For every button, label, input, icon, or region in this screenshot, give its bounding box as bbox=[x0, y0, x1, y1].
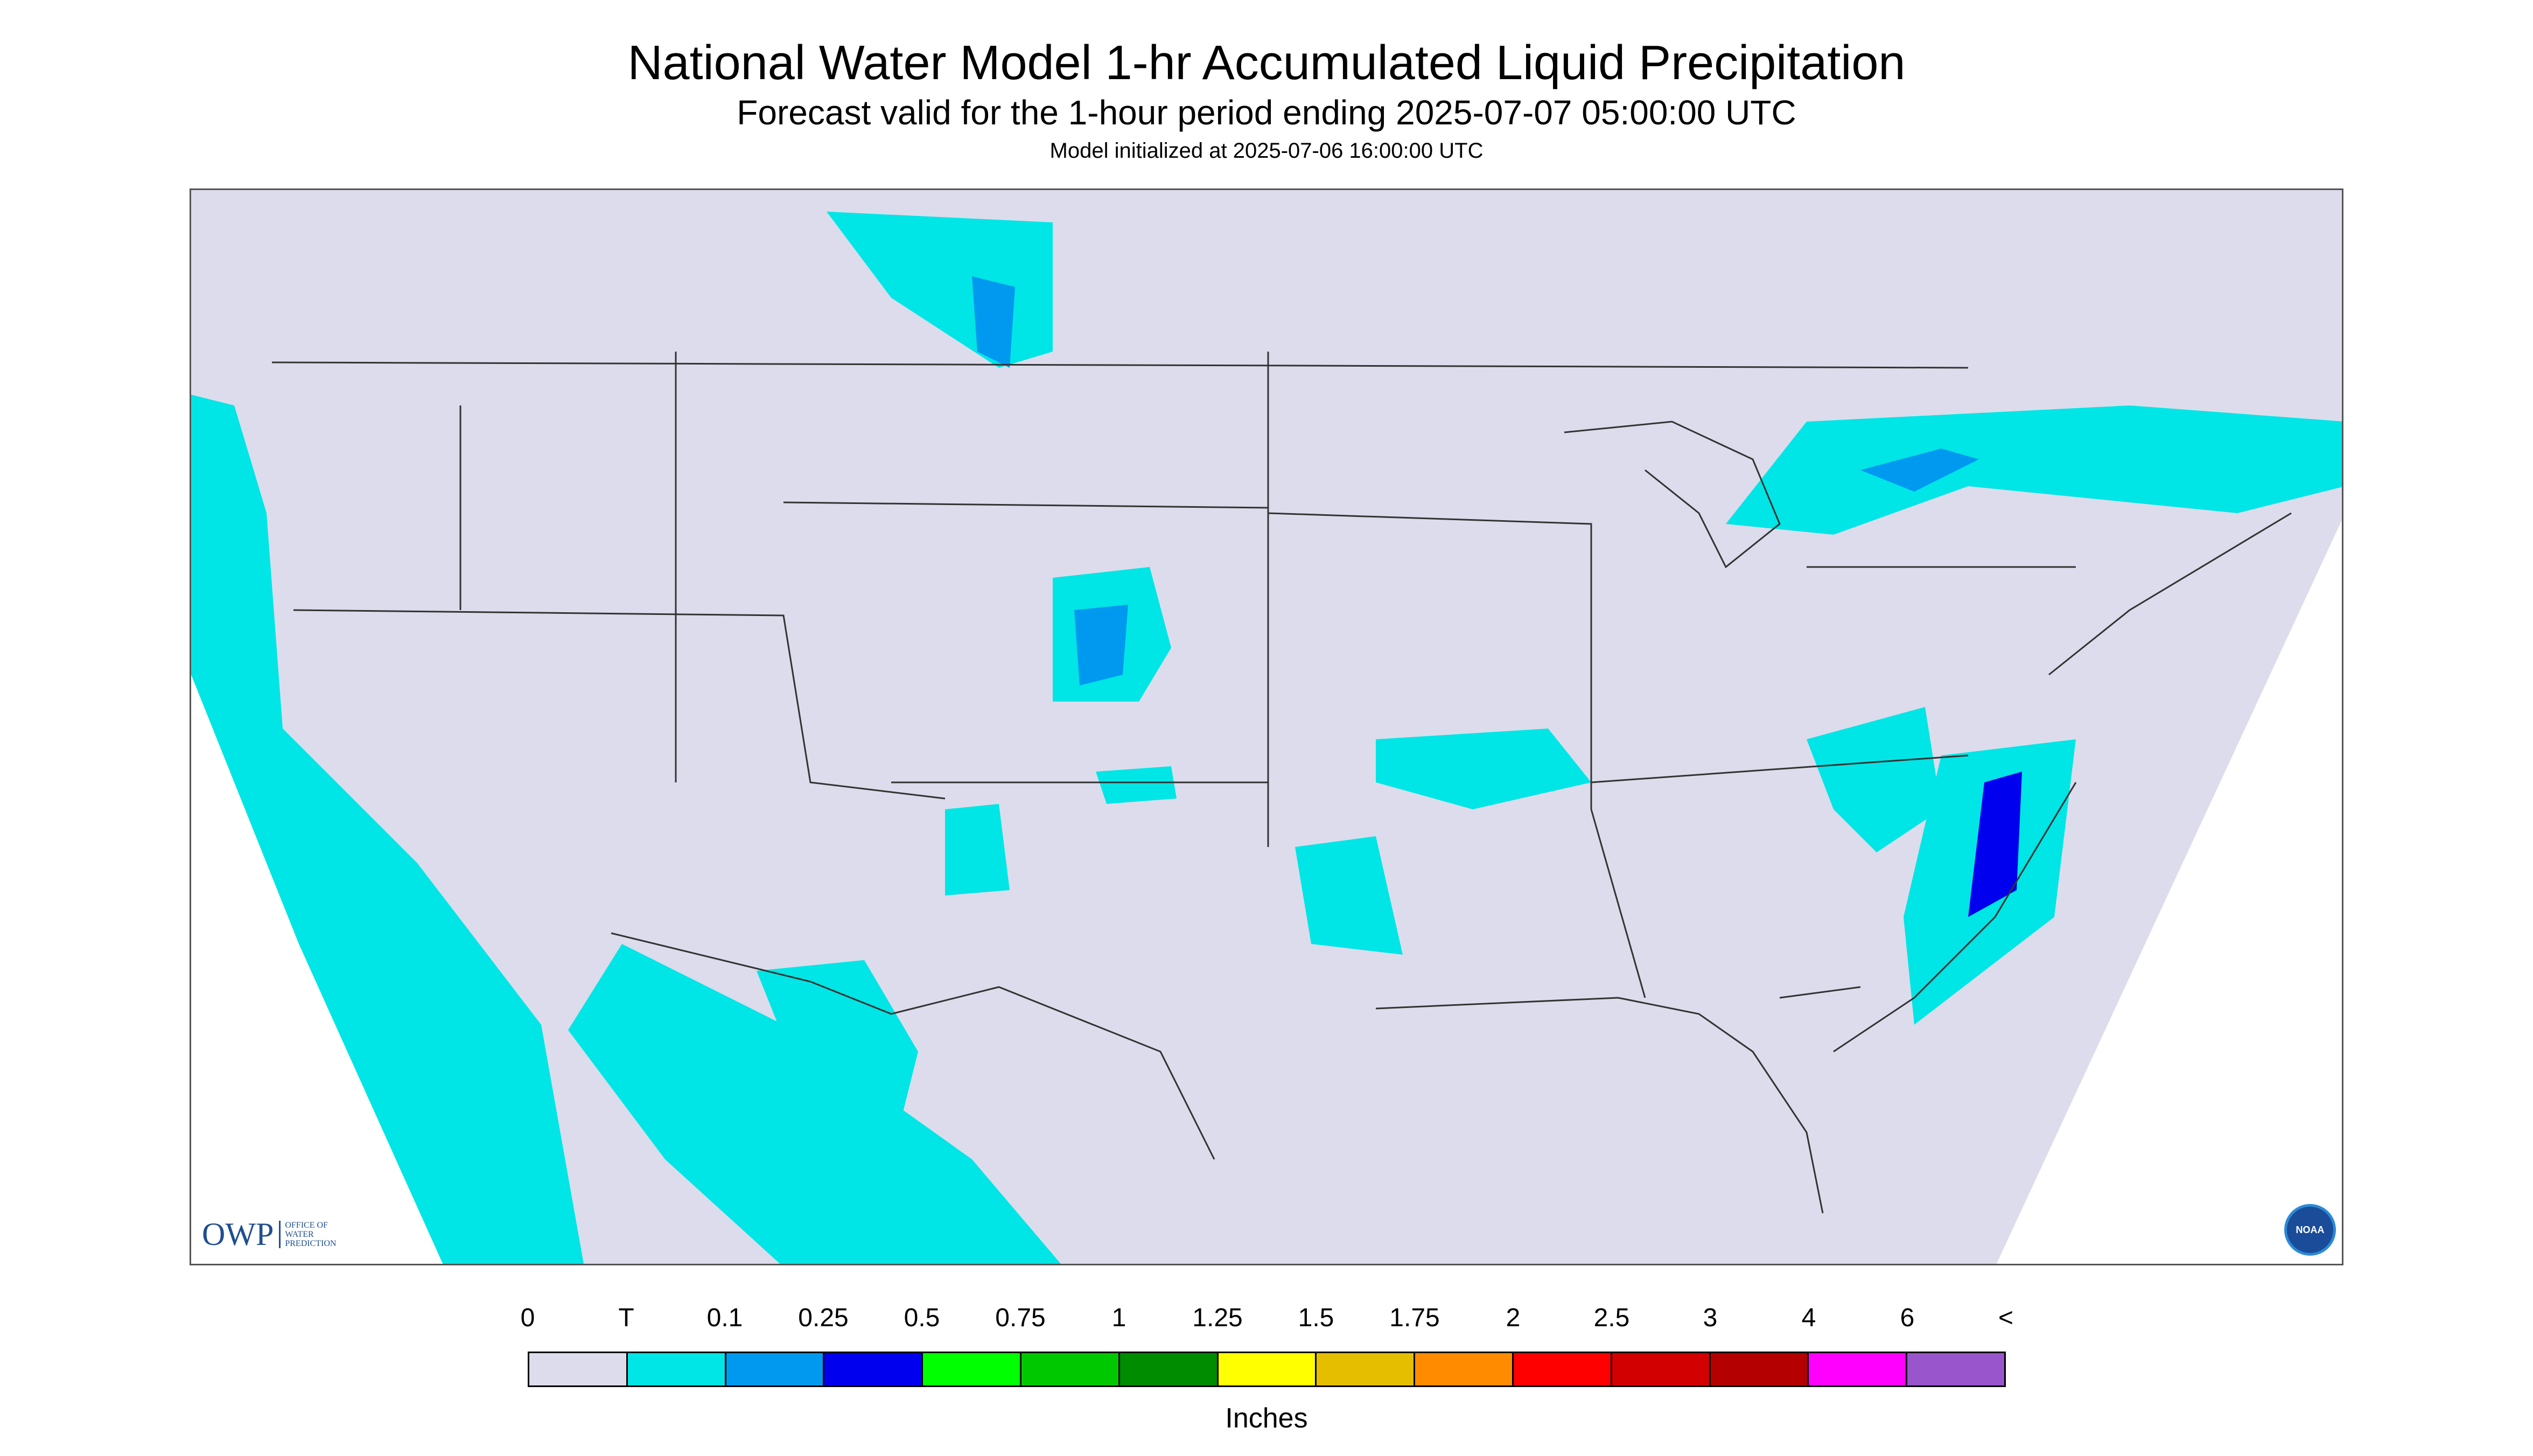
owp-logo-line-3: PREDICTION bbox=[285, 1239, 337, 1248]
legend-swatch bbox=[923, 1353, 1021, 1385]
virginia-precip-area bbox=[1807, 707, 1941, 852]
map-title: National Water Model 1-hr Accumulated Li… bbox=[627, 36, 1906, 90]
us-canada-border bbox=[271, 361, 1969, 369]
legend-label: 1.25 bbox=[1192, 1304, 1243, 1332]
legend-swatch bbox=[1021, 1353, 1120, 1385]
noaa-logo-text: NOAA bbox=[2296, 1224, 2325, 1235]
legend-swatch bbox=[1119, 1353, 1219, 1385]
legend-label: 3 bbox=[1703, 1304, 1718, 1332]
legend-label: 1.5 bbox=[1298, 1304, 1334, 1332]
boundary-lines bbox=[271, 352, 2292, 1214]
trace-precip-areas bbox=[191, 212, 2342, 1264]
great-lakes-precip-band bbox=[1726, 405, 2342, 535]
legend-swatch bbox=[726, 1353, 825, 1385]
owp-logo-line-1: OFFICE OF bbox=[285, 1221, 328, 1230]
map-subtitle: Forecast valid for the 1-hour period end… bbox=[737, 93, 1796, 132]
noaa-logo: NOAA bbox=[2284, 1204, 2336, 1256]
legend-swatch bbox=[1415, 1353, 1514, 1385]
legend-label: 2 bbox=[1506, 1304, 1521, 1332]
owp-logo-mark: OWP bbox=[202, 1216, 274, 1252]
legend-label: 1.75 bbox=[1389, 1304, 1440, 1332]
legend-label: < bbox=[1998, 1304, 2014, 1332]
owp-logo: OWP OFFICE OF WATER PREDICTION bbox=[202, 1216, 336, 1253]
owp-logo-text: OFFICE OF WATER PREDICTION bbox=[279, 1221, 336, 1248]
plains-moderate-precip bbox=[1074, 605, 1128, 685]
legend-swatch bbox=[1809, 1353, 1908, 1385]
legend-label: 0.25 bbox=[798, 1304, 849, 1332]
atlantic-heavier-precip bbox=[1968, 772, 2022, 917]
legend-label: 6 bbox=[1900, 1304, 1915, 1332]
legend-swatch bbox=[1612, 1353, 1711, 1385]
owp-logo-line-2: WATER bbox=[285, 1230, 314, 1239]
lakes-moderate-precip bbox=[1860, 449, 1979, 492]
map-canvas bbox=[191, 190, 2342, 1264]
canada-moderate-precip bbox=[972, 276, 1015, 368]
model-init-time: Model initialized at 2025-07-06 16:00:00… bbox=[1049, 139, 1484, 163]
us-mexico-border bbox=[611, 932, 1215, 1160]
legend-label: 0.5 bbox=[904, 1304, 940, 1332]
legend-swatch bbox=[1907, 1353, 2004, 1385]
legend-swatch bbox=[1218, 1353, 1317, 1385]
western-state-lines bbox=[293, 609, 946, 800]
ohio-valley-precip-area bbox=[1376, 729, 1591, 809]
arkansas-precip-area bbox=[1295, 836, 1403, 955]
legend-swatch bbox=[1317, 1353, 1416, 1385]
great-lakes-outline bbox=[1564, 421, 1781, 569]
legend-label: 4 bbox=[1801, 1304, 1816, 1332]
legend-swatch bbox=[1710, 1353, 1809, 1385]
legend-label: T bbox=[618, 1304, 634, 1332]
central-state-lines bbox=[459, 352, 1269, 847]
color-legend bbox=[528, 1352, 2006, 1387]
kansas-precip-area bbox=[1096, 766, 1177, 804]
legend-label: 0.75 bbox=[995, 1304, 1046, 1332]
legend-units: Inches bbox=[1225, 1403, 1308, 1434]
legend-swatch bbox=[824, 1353, 923, 1385]
moderate-precip-areas bbox=[972, 276, 2022, 917]
sw-precip-area bbox=[757, 960, 918, 1159]
legend-swatch bbox=[529, 1353, 628, 1385]
new-mexico-precip-area bbox=[945, 804, 1010, 895]
legend-swatch bbox=[627, 1353, 726, 1385]
legend-label: 2.5 bbox=[1593, 1304, 1630, 1332]
legend-label: 0 bbox=[520, 1304, 535, 1332]
legend-label: 1 bbox=[1111, 1304, 1126, 1332]
eastern-state-lines bbox=[1268, 512, 2076, 998]
legend-label: 0.1 bbox=[706, 1304, 743, 1332]
pacific-precip-band bbox=[191, 395, 584, 1264]
gulf-coastline bbox=[1375, 986, 1861, 1214]
precipitation-map: OWP OFFICE OF WATER PREDICTION NOAA bbox=[190, 188, 2343, 1265]
legend-swatch bbox=[1513, 1353, 1612, 1385]
atlantic-coastline bbox=[1833, 512, 2292, 1053]
